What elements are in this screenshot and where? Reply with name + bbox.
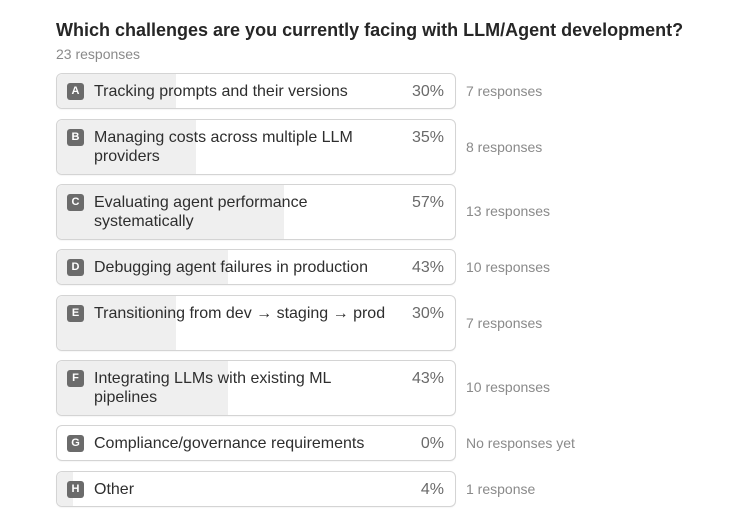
option-label: Managing costs across multiple LLM provi…: [94, 129, 353, 165]
poll-option-c[interactable]: C Evaluating agent performance systemati…: [56, 184, 550, 240]
total-responses: 23 responses: [56, 46, 141, 62]
poll-option-a[interactable]: A Tracking prompts and their versions 30…: [56, 73, 542, 110]
option-card[interactable]: G Compliance/governance requirements 0%: [56, 425, 456, 461]
poll-option-b[interactable]: B Managing costs across multiple LLM pro…: [56, 119, 542, 175]
option-fill-bar: [57, 361, 229, 415]
option-card[interactable]: E Transitioning from dev → staging → pro…: [56, 295, 456, 351]
option-response-count: 7 responses: [466, 315, 543, 331]
option-letter-badge: C: [67, 194, 84, 211]
option-letter-badge: B: [67, 129, 84, 146]
poll-question: Which challenges are you currently facin…: [56, 20, 684, 40]
option-label: Compliance/governance requirements: [94, 435, 365, 452]
option-percent: 0%: [420, 435, 444, 452]
option-card[interactable]: A Tracking prompts and their versions 30…: [56, 73, 456, 109]
option-letter-badge: A: [67, 83, 84, 100]
option-percent: 43%: [411, 259, 444, 276]
option-letter-badge: F: [67, 370, 84, 387]
option-percent: 35%: [411, 129, 444, 146]
option-label: Transitioning from dev → staging → prod: [94, 305, 386, 322]
option-card[interactable]: H Other 4%: [56, 471, 456, 507]
option-fill-bar: [57, 250, 229, 284]
option-card[interactable]: C Evaluating agent performance systemati…: [56, 184, 456, 240]
option-response-count: 7 responses: [466, 83, 543, 99]
option-percent: 43%: [411, 370, 444, 387]
option-response-count: No responses yet: [466, 435, 575, 451]
option-label: Evaluating agent performance systematica…: [94, 194, 308, 230]
option-response-count: 10 responses: [466, 259, 551, 275]
option-percent: 30%: [411, 83, 444, 100]
option-response-count: 8 responses: [466, 139, 543, 155]
option-label: Other: [94, 481, 135, 498]
poll-option-d[interactable]: D Debugging agent failures in production…: [56, 249, 550, 286]
option-fill-bar: [57, 185, 284, 239]
option-card[interactable]: F Integrating LLMs with existing ML pipe…: [56, 360, 456, 416]
option-percent: 30%: [411, 305, 444, 322]
option-letter-badge: E: [67, 305, 84, 322]
option-response-count: 10 responses: [466, 379, 551, 395]
option-letter-badge: G: [67, 435, 84, 452]
option-percent: 57%: [411, 194, 444, 211]
option-percent: 4%: [420, 481, 444, 498]
option-response-count: 1 response: [466, 481, 536, 497]
poll-option-g[interactable]: G Compliance/governance requirements 0% …: [56, 425, 575, 462]
poll-option-h[interactable]: H Other 4% 1 response: [56, 471, 535, 508]
option-response-count: 13 responses: [466, 203, 551, 219]
option-letter-badge: D: [67, 259, 84, 276]
option-label: Tracking prompts and their versions: [94, 83, 348, 100]
poll-option-e[interactable]: E Transitioning from dev → staging → pro…: [56, 295, 542, 351]
option-letter-badge: H: [67, 481, 84, 498]
option-card[interactable]: D Debugging agent failures in production…: [56, 249, 456, 285]
option-label: Integrating LLMs with existing ML pipeli…: [94, 370, 331, 406]
option-card[interactable]: B Managing costs across multiple LLM pro…: [56, 119, 456, 175]
option-label: Debugging agent failures in production: [94, 259, 368, 276]
poll-option-f[interactable]: F Integrating LLMs with existing ML pipe…: [56, 360, 550, 416]
